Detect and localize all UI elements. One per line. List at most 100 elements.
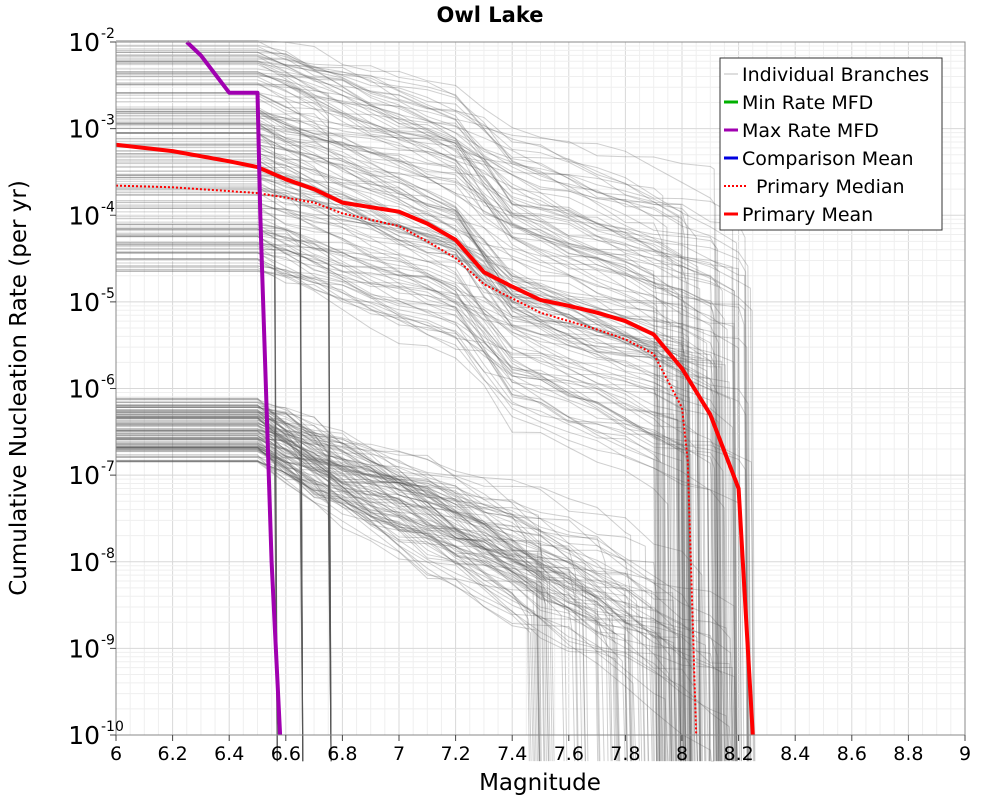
branch-line [116, 430, 553, 762]
branch-line [116, 176, 711, 762]
branch-line [116, 244, 278, 762]
branch-line [116, 216, 696, 762]
branch-line [116, 132, 332, 762]
branch-line [116, 94, 742, 762]
branch-line [116, 447, 332, 762]
branch-line [116, 411, 332, 762]
branch-line [116, 425, 696, 762]
branch-line [116, 425, 568, 762]
branch-line [116, 258, 692, 762]
branch-line [116, 434, 628, 762]
branch-line [116, 406, 583, 762]
branch-line [116, 432, 545, 762]
y-tick-base: 10 [68, 634, 100, 663]
branch-line [116, 243, 662, 762]
x-tick-label: 6 [110, 743, 122, 765]
branch-line [116, 398, 578, 762]
branch-line [116, 204, 678, 762]
branch-line [116, 84, 661, 762]
branch-line [116, 430, 617, 762]
branch-line [116, 431, 620, 762]
x-tick-label: 8.2 [723, 743, 753, 765]
y-axis-ticks: 10-210-310-410-510-610-710-810-910-10 [68, 26, 124, 750]
y-tick-label: 10 -9 [68, 632, 115, 663]
branch-line [116, 417, 709, 762]
branch-line [116, 138, 720, 762]
y-tick-exponent: -2 [101, 26, 115, 42]
branch-line [116, 258, 693, 762]
branch-line [116, 443, 530, 762]
branch-line [116, 435, 661, 762]
branch-line [116, 194, 693, 762]
branch-line [116, 235, 695, 762]
branch-line [116, 419, 634, 762]
branch-line [116, 207, 734, 762]
y-tick-label: 10 -5 [68, 286, 115, 317]
branch-line [116, 418, 616, 762]
branch-line [116, 419, 659, 762]
branch-line [116, 446, 278, 762]
branch-line [116, 436, 678, 762]
branch-line [116, 241, 681, 762]
x-tick-label: 7.2 [440, 743, 470, 765]
branch-line [116, 123, 738, 762]
legend-item: Comparison Mean [724, 148, 914, 170]
branch-line [116, 188, 701, 762]
branch-line [116, 424, 547, 762]
branch-line [116, 109, 304, 762]
x-tick-label: 6.6 [271, 743, 301, 765]
branch-line [116, 442, 676, 762]
branch-line [116, 60, 700, 762]
branch-line [116, 451, 730, 762]
branch-line [116, 97, 332, 762]
branch-line [116, 410, 332, 762]
branch-line [116, 144, 729, 762]
branch-line [116, 258, 660, 762]
branch-line [116, 166, 680, 762]
branch-line [116, 423, 278, 762]
branch-line [116, 460, 672, 762]
legend-item: Primary Median [724, 176, 905, 198]
branch-line [116, 121, 278, 762]
branch-line [116, 138, 701, 762]
branch-line [116, 150, 304, 762]
branch-line [116, 441, 733, 762]
branch-line [116, 205, 702, 762]
branch-line [116, 430, 673, 762]
x-axis-label: Magnitude [479, 770, 601, 796]
y-tick-base: 10 [68, 28, 100, 57]
branch-line [116, 64, 666, 762]
branch-line [116, 228, 712, 762]
branch-line [116, 120, 748, 762]
branch-line [116, 413, 664, 762]
branch-line [116, 443, 698, 762]
legend-box [719, 57, 943, 231]
branch-line [116, 427, 698, 762]
branch-line [116, 251, 278, 762]
branch-line [116, 132, 670, 762]
legend-label: Max Rate MFD [742, 120, 879, 142]
branch-line [116, 44, 736, 762]
x-tick-label: 8.4 [780, 743, 810, 765]
x-tick-label: 6.8 [327, 743, 357, 765]
branch-line [116, 248, 304, 762]
branch-line [116, 417, 609, 762]
branch-line [116, 460, 534, 762]
legend-label: Primary Mean [742, 204, 873, 226]
branch-line [116, 415, 738, 762]
branch-line [116, 415, 304, 762]
branch-line [116, 431, 650, 762]
branch-line [116, 111, 738, 762]
branch-line [116, 57, 749, 762]
branch-line [116, 247, 715, 762]
branch-line [116, 112, 658, 762]
branch-line [116, 421, 538, 762]
branch-line [116, 446, 532, 762]
x-tick-label: 6.2 [157, 743, 187, 765]
branch-line [116, 402, 579, 762]
branch-line [116, 460, 643, 762]
branch-line [116, 414, 278, 762]
branch-line [116, 101, 742, 762]
x-tick-label: 8.6 [837, 743, 867, 765]
branch-line [116, 423, 304, 762]
